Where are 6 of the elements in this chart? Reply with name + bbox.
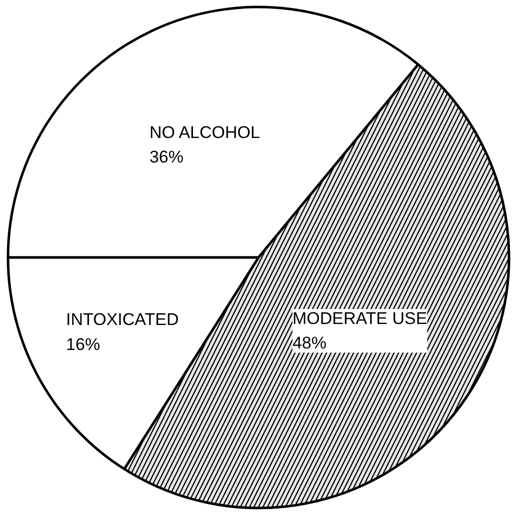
data-label: 36%: [149, 147, 184, 166]
slice-label: MODERATE USE: [292, 308, 428, 328]
slice-label: INTOXICATED: [66, 310, 179, 330]
slice-label: NO ALCOHOL: [149, 122, 260, 142]
data-label: 16%: [66, 334, 100, 354]
data-label: 48%: [292, 334, 326, 353]
